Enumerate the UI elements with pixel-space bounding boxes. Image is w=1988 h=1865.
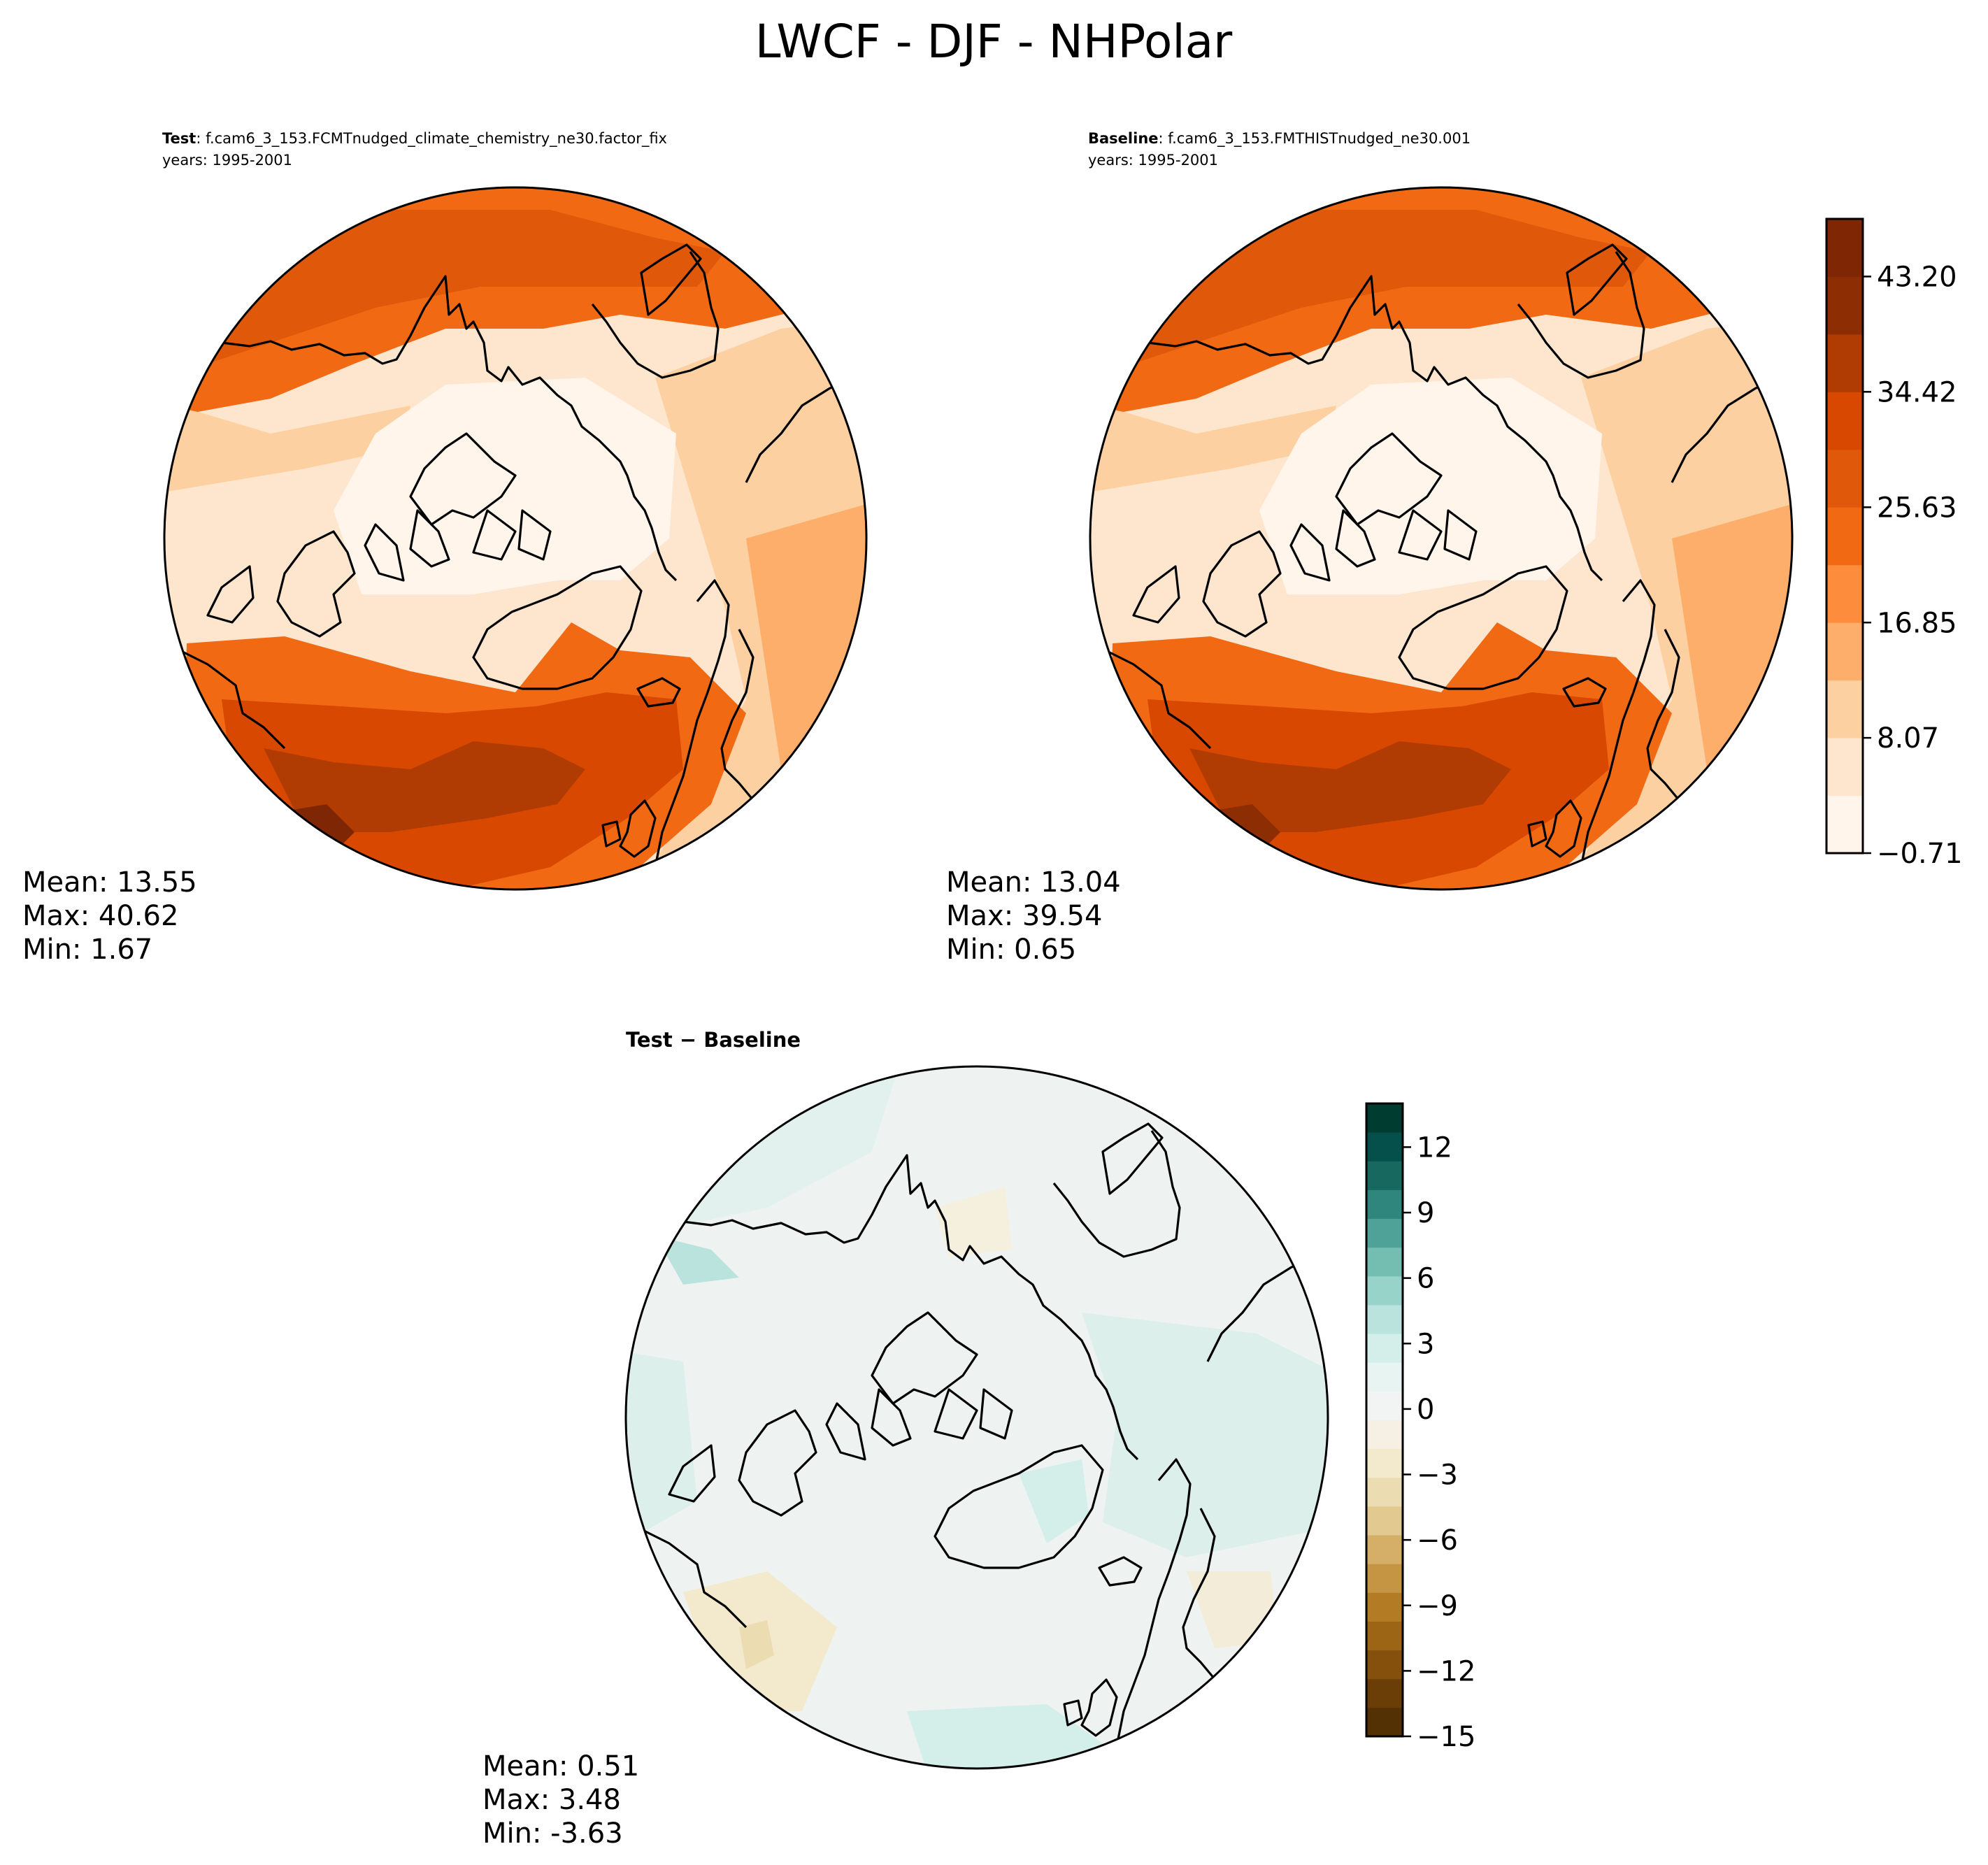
- main-colorbar-tick-label: 34.42: [1877, 376, 1957, 408]
- test-panel: Test: f.cam6_3_153.FCMTnudged_climate_ch…: [22, 130, 868, 966]
- diff-colorbar-segment: [1366, 1621, 1403, 1651]
- main-colorbar-tick-label: 8.07: [1877, 722, 1939, 755]
- main-colorbar-segment: [1826, 795, 1863, 854]
- diff-colorbar-segment: [1366, 1477, 1403, 1507]
- baseline-min: Min: 0.65: [946, 934, 1076, 966]
- diff-polar-map: [624, 1065, 1329, 1770]
- main-colorbar-segment: [1826, 680, 1863, 738]
- test-field-band-top-inner: [208, 210, 725, 364]
- figure-title: LWCF - DJF - NHPolar: [755, 15, 1233, 69]
- main-colorbar-segment: [1826, 622, 1863, 681]
- diff-colorbar-segment: [1366, 1678, 1403, 1708]
- diff-colorbar-segment: [1366, 1103, 1403, 1133]
- test-label-rest: : f.cam6_3_153.FCMTnudged_climate_chemis…: [196, 130, 667, 148]
- test-label: Test: f.cam6_3_153.FCMTnudged_climate_ch…: [162, 130, 667, 148]
- baseline-label: Baseline: f.cam6_3_153.FMTHISTnudged_ne3…: [1088, 130, 1471, 148]
- diff-field-greenland-pos: [1019, 1459, 1089, 1543]
- diff-colorbar-segment: [1366, 1276, 1403, 1306]
- test-max: Max: 40.62: [22, 900, 178, 932]
- main-colorbar-segment: [1826, 276, 1863, 335]
- diff-colorbar-segment: [1366, 1564, 1403, 1593]
- diff-field-pole-neg: [935, 1187, 1012, 1257]
- diff-field-south-pos: [907, 1704, 1117, 1768]
- diff-colorbar-segment: [1366, 1650, 1403, 1680]
- baseline-polar-map: [1089, 186, 1794, 891]
- baseline-years: years: 1995-2001: [1088, 152, 1218, 169]
- diff-colorbar-tick-label: 0: [1417, 1394, 1434, 1426]
- main-colorbar-tick-label: 25.63: [1877, 492, 1957, 524]
- diff-label: Test − Baseline: [626, 1028, 801, 1052]
- diff-colorbar-segment: [1366, 1362, 1403, 1392]
- main-colorbar-tick-label: 16.85: [1877, 607, 1957, 639]
- diff-colorbar-tick-label: 9: [1417, 1197, 1434, 1229]
- test-mean: Mean: 13.55: [22, 866, 197, 899]
- diff-colorbar-segment: [1366, 1592, 1403, 1622]
- baseline-field-band-top-inner: [1134, 210, 1651, 364]
- diff-colorbar-segment: [1366, 1535, 1403, 1564]
- test-min: Min: 1.67: [22, 934, 152, 966]
- diff-colorbar-segment: [1366, 1247, 1403, 1277]
- test-label-bold: Test: [162, 130, 196, 147]
- diff-colorbar-tick-label: −12: [1417, 1655, 1475, 1687]
- baseline-map-boundary: [1089, 186, 1794, 891]
- diff-colorbar-segment: [1366, 1218, 1403, 1248]
- diff-field-east-neg: [1187, 1571, 1278, 1648]
- test-field-polar-pale: [334, 378, 676, 594]
- main-colorbar: −0.71 8.07 16.85 25.63 34.42 43.20: [1825, 217, 1963, 870]
- main-colorbar-tick-label: −0.71: [1877, 838, 1963, 870]
- diff-colorbar-tick-label: 12: [1417, 1131, 1452, 1164]
- baseline-panel: Baseline: f.cam6_3_153.FMTHISTnudged_ne3…: [946, 130, 1794, 966]
- diff-colorbar-segment: [1366, 1334, 1403, 1363]
- baseline-field-polar-pale: [1259, 378, 1602, 594]
- diff-colorbar-tick-label: −9: [1417, 1590, 1458, 1622]
- diff-field-siberia: [1082, 1313, 1328, 1557]
- test-polar-map: [163, 186, 868, 891]
- test-field-atlantic-core: [264, 741, 585, 832]
- baseline-max: Max: 39.54: [946, 900, 1102, 932]
- diff-field-west: [626, 1348, 697, 1557]
- test-field-band-left: [164, 399, 410, 496]
- diff-colorbar-segment: [1366, 1506, 1403, 1536]
- baseline-label-bold: Baseline: [1088, 130, 1159, 147]
- diff-field-atlantic-neg-core: [739, 1620, 774, 1669]
- diff-map-background: [626, 1066, 1328, 1768]
- diff-colorbar-segment: [1366, 1304, 1403, 1334]
- diff-panel: Test − Baseline Mean: 0.51 Max: 3.48 Min…: [482, 1028, 1329, 1850]
- diff-colorbar-segment: [1366, 1707, 1403, 1737]
- diff-colorbar-tick-label: −6: [1417, 1524, 1458, 1557]
- baseline-field-atlantic-core: [1189, 741, 1511, 832]
- diff-colorbar-tick-label: −3: [1417, 1459, 1458, 1492]
- main-colorbar-frame: [1825, 217, 1864, 855]
- diff-colorbar-segment: [1366, 1448, 1403, 1478]
- main-colorbar-segment: [1826, 219, 1863, 277]
- test-map-boundary: [163, 186, 868, 891]
- diff-colorbar-tick-label: −15: [1417, 1721, 1475, 1753]
- diff-colorbar: 12 9 6 3 0 −3 −6 −9 −12 −15: [1365, 1102, 1475, 1753]
- diff-colorbar-tick-label: 3: [1417, 1328, 1434, 1360]
- diff-colorbar-segment: [1366, 1132, 1403, 1162]
- baseline-field-band-left: [1090, 399, 1336, 496]
- main-colorbar-segment: [1826, 449, 1863, 508]
- main-colorbar-segment: [1826, 564, 1863, 623]
- diff-mean: Mean: 0.51: [482, 1750, 639, 1782]
- diff-colorbar-segment: [1366, 1161, 1403, 1190]
- diff-map-boundary: [624, 1065, 1329, 1770]
- main-colorbar-segment: [1826, 738, 1863, 796]
- diff-colorbar-segment: [1366, 1391, 1403, 1420]
- diff-min: Min: -3.63: [482, 1817, 623, 1850]
- main-colorbar-tick-label: 43.20: [1877, 261, 1957, 293]
- test-years: years: 1995-2001: [162, 152, 292, 169]
- diff-colorbar-tick-label: 6: [1417, 1263, 1434, 1295]
- main-colorbar-segment: [1826, 507, 1863, 566]
- main-colorbar-segment: [1826, 334, 1863, 392]
- baseline-mean: Mean: 13.04: [946, 866, 1121, 899]
- diff-colorbar-segment: [1366, 1420, 1403, 1450]
- diff-colorbar-frame: [1365, 1102, 1404, 1738]
- baseline-label-rest: : f.cam6_3_153.FMTHISTnudged_ne30.001: [1159, 130, 1471, 148]
- diff-max: Max: 3.48: [482, 1784, 621, 1816]
- diff-colorbar-segment: [1366, 1189, 1403, 1220]
- main-colorbar-segment: [1826, 392, 1863, 450]
- diff-field-nw-core: [655, 1236, 739, 1285]
